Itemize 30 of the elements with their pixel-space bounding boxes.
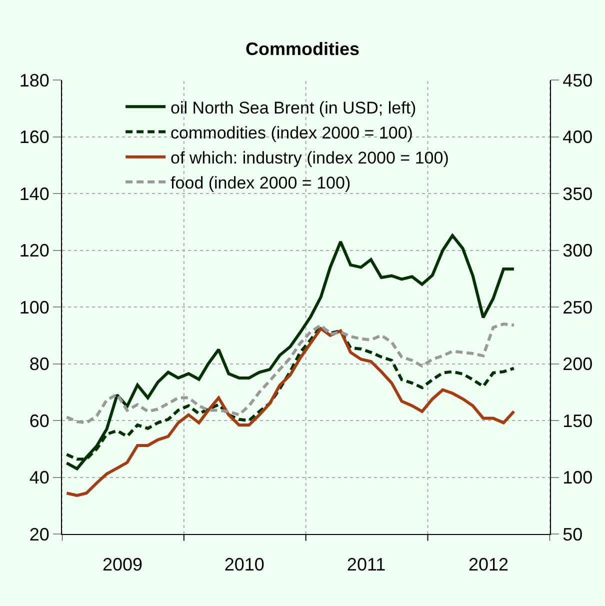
line-series <box>65 327 516 497</box>
y2-tick-label: 50 <box>562 524 583 544</box>
legend-label: of which: industry (index 2000 = 100) <box>170 148 449 168</box>
y-tick-label: 80 <box>29 354 50 374</box>
y-tick-label: 160 <box>19 127 50 148</box>
x-tick-label: 2010 <box>224 554 264 575</box>
x-tick-label: 2012 <box>468 554 509 575</box>
legend-label: commodities (index 2000 = 100) <box>170 123 413 142</box>
y2-tick-label: 400 <box>562 127 593 148</box>
y2-tick-label: 450 <box>562 70 593 90</box>
y-tick-label: 120 <box>19 240 50 261</box>
y-tick-label: 40 <box>29 468 50 488</box>
y2-tick-label: 100 <box>562 468 593 488</box>
y-tick-label: 60 <box>29 410 50 431</box>
y-tick-label: 140 <box>19 184 50 204</box>
x-tick-label: 2009 <box>102 554 142 575</box>
legend-label: oil North Sea Brent (in USD; left) <box>170 98 416 118</box>
y2-tick-label: 350 <box>562 184 593 204</box>
y2-tick-label: 200 <box>562 354 593 374</box>
x-tick-label: 2011 <box>346 554 386 575</box>
y2-tick-label: 250 <box>562 297 593 318</box>
y-tick-label: 20 <box>29 524 50 544</box>
legend-label: food (index 2000 = 100) <box>170 174 351 193</box>
y2-tick-label: 300 <box>562 240 593 261</box>
line-series <box>65 322 516 424</box>
y2-tick-label: 150 <box>562 410 593 431</box>
chart-title: Commodities <box>245 39 360 60</box>
line-series <box>65 234 516 470</box>
y-tick-label: 180 <box>19 70 50 90</box>
y-tick-label: 100 <box>19 297 50 318</box>
